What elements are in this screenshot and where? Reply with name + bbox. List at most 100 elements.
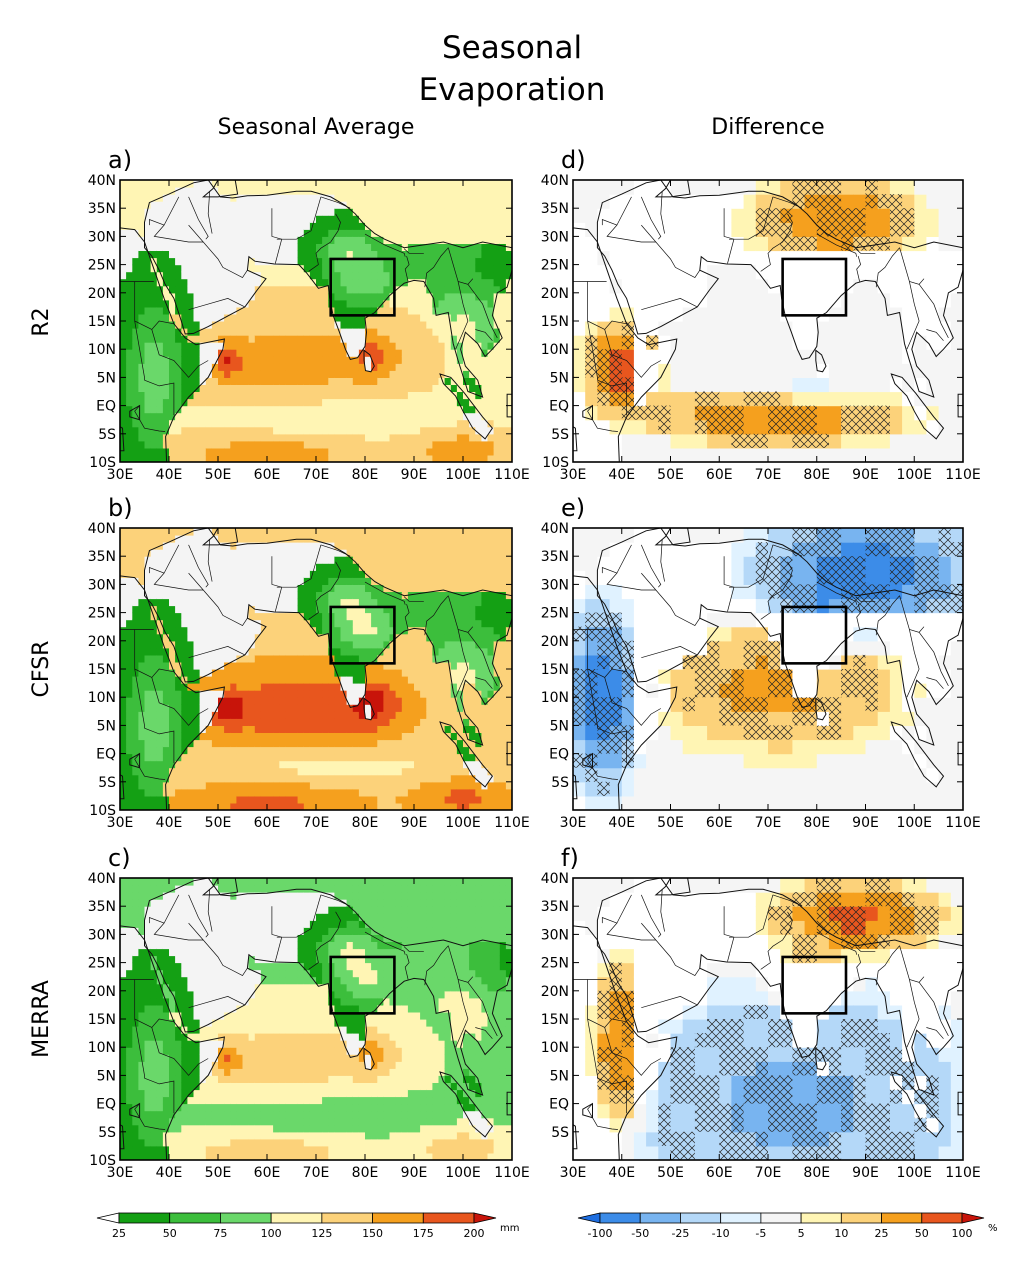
field-cell — [450, 335, 458, 343]
field-cell — [144, 194, 152, 202]
field-cell — [456, 605, 464, 614]
field-cell — [346, 222, 354, 230]
field-cell — [218, 746, 225, 755]
field-cell — [138, 236, 146, 244]
field-cell — [444, 335, 452, 343]
field-cell — [291, 619, 299, 628]
field-cell — [138, 278, 146, 287]
field-cell — [224, 803, 231, 810]
field-cell — [365, 180, 372, 188]
field-cell — [444, 746, 452, 755]
field-cell — [224, 391, 231, 400]
field-cell — [175, 328, 182, 336]
field-cell — [456, 398, 464, 407]
field-cell — [254, 654, 262, 663]
field-cell — [187, 412, 195, 421]
field-cell — [420, 584, 427, 592]
field-cell — [279, 563, 286, 571]
field-cell — [487, 264, 495, 273]
field-cell — [132, 795, 139, 804]
field-cell — [230, 433, 237, 442]
field-cell — [346, 640, 354, 649]
field-cell — [291, 767, 299, 776]
field-cell — [450, 328, 458, 336]
field-cell — [463, 774, 470, 783]
field-cell — [236, 264, 244, 273]
field-cell — [401, 605, 409, 614]
field-cell — [432, 349, 440, 357]
field-cell — [401, 746, 409, 755]
field-cell — [316, 704, 323, 712]
field-cell — [432, 697, 440, 705]
field-cell — [426, 760, 433, 769]
field-cell — [260, 739, 268, 748]
field-cell — [230, 640, 237, 649]
field-cell — [475, 285, 482, 294]
field-cell — [340, 704, 348, 712]
field-cell — [499, 363, 507, 371]
field-cell — [187, 746, 195, 755]
field-cell — [475, 187, 482, 195]
field-cell — [322, 342, 329, 350]
field-cell — [181, 194, 188, 202]
field-cell — [242, 647, 250, 656]
field-cell — [254, 299, 262, 308]
field-cell — [352, 419, 360, 428]
field-cell — [334, 292, 342, 301]
field-cell — [316, 795, 323, 804]
field-cell — [499, 264, 507, 273]
field-cell — [407, 243, 415, 251]
field-cell — [450, 683, 458, 691]
field-cell — [505, 363, 512, 371]
field-cell — [481, 398, 489, 407]
field-cell — [450, 306, 458, 315]
field-cell — [463, 236, 470, 244]
field-cell — [309, 321, 317, 329]
field-cell — [358, 201, 366, 209]
field-cell — [426, 257, 433, 266]
field-cell — [322, 229, 329, 237]
field-cell — [358, 426, 366, 435]
field-cell — [340, 292, 348, 301]
field-cell — [236, 803, 244, 810]
field-cell — [279, 753, 286, 762]
field-cell — [420, 683, 427, 691]
field-cell — [205, 363, 213, 371]
field-cell — [291, 528, 299, 536]
field-cell — [316, 647, 323, 656]
field-cell — [365, 342, 372, 350]
field-cell — [175, 243, 182, 251]
field-cell — [334, 285, 342, 294]
field-cell — [358, 662, 366, 670]
field-cell — [346, 556, 354, 564]
field-cell — [383, 774, 391, 783]
field-cell — [346, 535, 354, 543]
field-cell — [187, 370, 195, 378]
field-cell — [420, 711, 427, 719]
field-cell — [297, 377, 305, 385]
field-cell — [450, 753, 458, 762]
field-cell — [181, 292, 188, 301]
field-cell — [211, 746, 219, 755]
field-cell — [469, 180, 476, 188]
field-cell — [138, 619, 146, 628]
field-cell — [438, 292, 446, 301]
field-cell — [426, 633, 433, 642]
field-cell — [328, 577, 335, 585]
field-cell — [169, 760, 176, 769]
field-cell — [273, 222, 280, 230]
field-cell — [285, 640, 293, 649]
field-cell — [175, 377, 182, 385]
field-cell — [487, 236, 495, 244]
field-cell — [150, 669, 158, 677]
field-cell — [126, 788, 133, 797]
field-cell — [469, 647, 476, 656]
field-cell — [309, 767, 317, 776]
field-cell — [389, 412, 397, 421]
country-border — [424, 247, 449, 288]
field-cell — [328, 718, 335, 726]
field-cell — [138, 426, 146, 435]
field-cell — [346, 447, 354, 456]
field-cell — [505, 257, 512, 266]
field-cell — [420, 654, 427, 663]
